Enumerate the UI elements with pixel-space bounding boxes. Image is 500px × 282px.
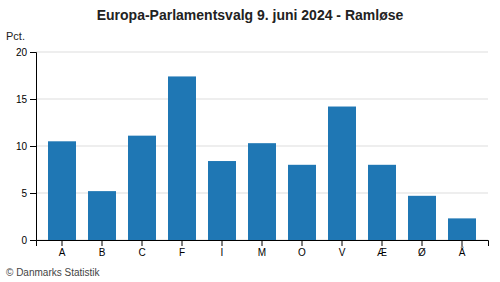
grid-line <box>36 52 488 53</box>
title: Europa-Parlamentsvalg 9. juni 2024 - Ram… <box>97 7 404 23</box>
tick: I <box>221 240 224 258</box>
tick-label: Æ <box>377 247 387 258</box>
tick-label: 15 <box>16 94 28 105</box>
tick-label: 20 <box>16 47 28 58</box>
tick-mark <box>142 240 143 246</box>
tick-mark <box>30 99 36 100</box>
bar <box>128 136 156 240</box>
tick-label: Å <box>459 246 466 258</box>
tick: 10 <box>16 141 36 152</box>
tick-mark <box>302 240 303 246</box>
tick: 0 <box>21 235 36 246</box>
tick-mark <box>102 240 103 246</box>
tick: C <box>138 240 145 258</box>
tick-mark <box>62 240 63 246</box>
bar <box>288 165 316 240</box>
tick: 15 <box>16 94 36 105</box>
tick-mark <box>382 240 383 246</box>
footer: © Danmarks Statistik <box>6 267 101 278</box>
tick-mark <box>422 240 423 246</box>
tick-mark <box>222 240 223 246</box>
tick-mark <box>30 240 36 241</box>
bar <box>48 141 76 240</box>
x-axis: ABCFIMOVÆØÅ <box>37 240 489 258</box>
bar <box>408 196 436 240</box>
tick-mark <box>262 240 263 246</box>
tick-label: C <box>138 247 145 258</box>
bar <box>368 165 396 240</box>
tick-label: A <box>59 247 66 258</box>
grid-line <box>36 99 488 100</box>
bar <box>328 107 356 240</box>
tick-label: 5 <box>21 188 27 199</box>
tick: Æ <box>377 240 387 258</box>
tick-label: M <box>258 247 266 258</box>
tick: 20 <box>16 47 36 58</box>
tick: A <box>59 240 66 258</box>
grid <box>36 52 488 240</box>
tick-label: V <box>339 247 346 258</box>
bars <box>48 76 476 240</box>
tick-label: I <box>221 247 224 258</box>
tick: V <box>339 240 346 258</box>
tick: Å <box>459 240 466 258</box>
bar <box>208 161 236 240</box>
plot: 0 5 10 15 20 A B C F I M O V Æ Ø Å <box>16 47 489 258</box>
tick: F <box>179 240 185 258</box>
tick-mark <box>182 240 183 246</box>
tick-mark <box>342 240 343 246</box>
y-axis-label: Pct. <box>6 30 25 42</box>
bar <box>248 143 276 240</box>
axis-domain <box>37 241 489 247</box>
tick: 5 <box>21 188 36 199</box>
tick-mark <box>30 146 36 147</box>
chart: Europa-Parlamentsvalg 9. juni 2024 - Ram… <box>0 0 500 282</box>
tick-mark <box>30 193 36 194</box>
tick-label: 10 <box>16 141 28 152</box>
bar <box>448 218 476 240</box>
bar <box>88 191 116 240</box>
bar <box>168 76 196 240</box>
axis-domain <box>30 53 37 241</box>
tick: M <box>258 240 266 258</box>
y-axis: 0 5 10 15 20 <box>16 47 37 246</box>
tick: Ø <box>418 240 426 258</box>
tick-label: 0 <box>21 235 27 246</box>
tick-label: B <box>99 247 106 258</box>
tick-label: Ø <box>418 247 426 258</box>
tick-mark <box>462 240 463 246</box>
tick-label: F <box>179 247 185 258</box>
tick-mark <box>30 52 36 53</box>
tick: O <box>298 240 306 258</box>
tick-label: O <box>298 247 306 258</box>
tick: B <box>99 240 106 258</box>
